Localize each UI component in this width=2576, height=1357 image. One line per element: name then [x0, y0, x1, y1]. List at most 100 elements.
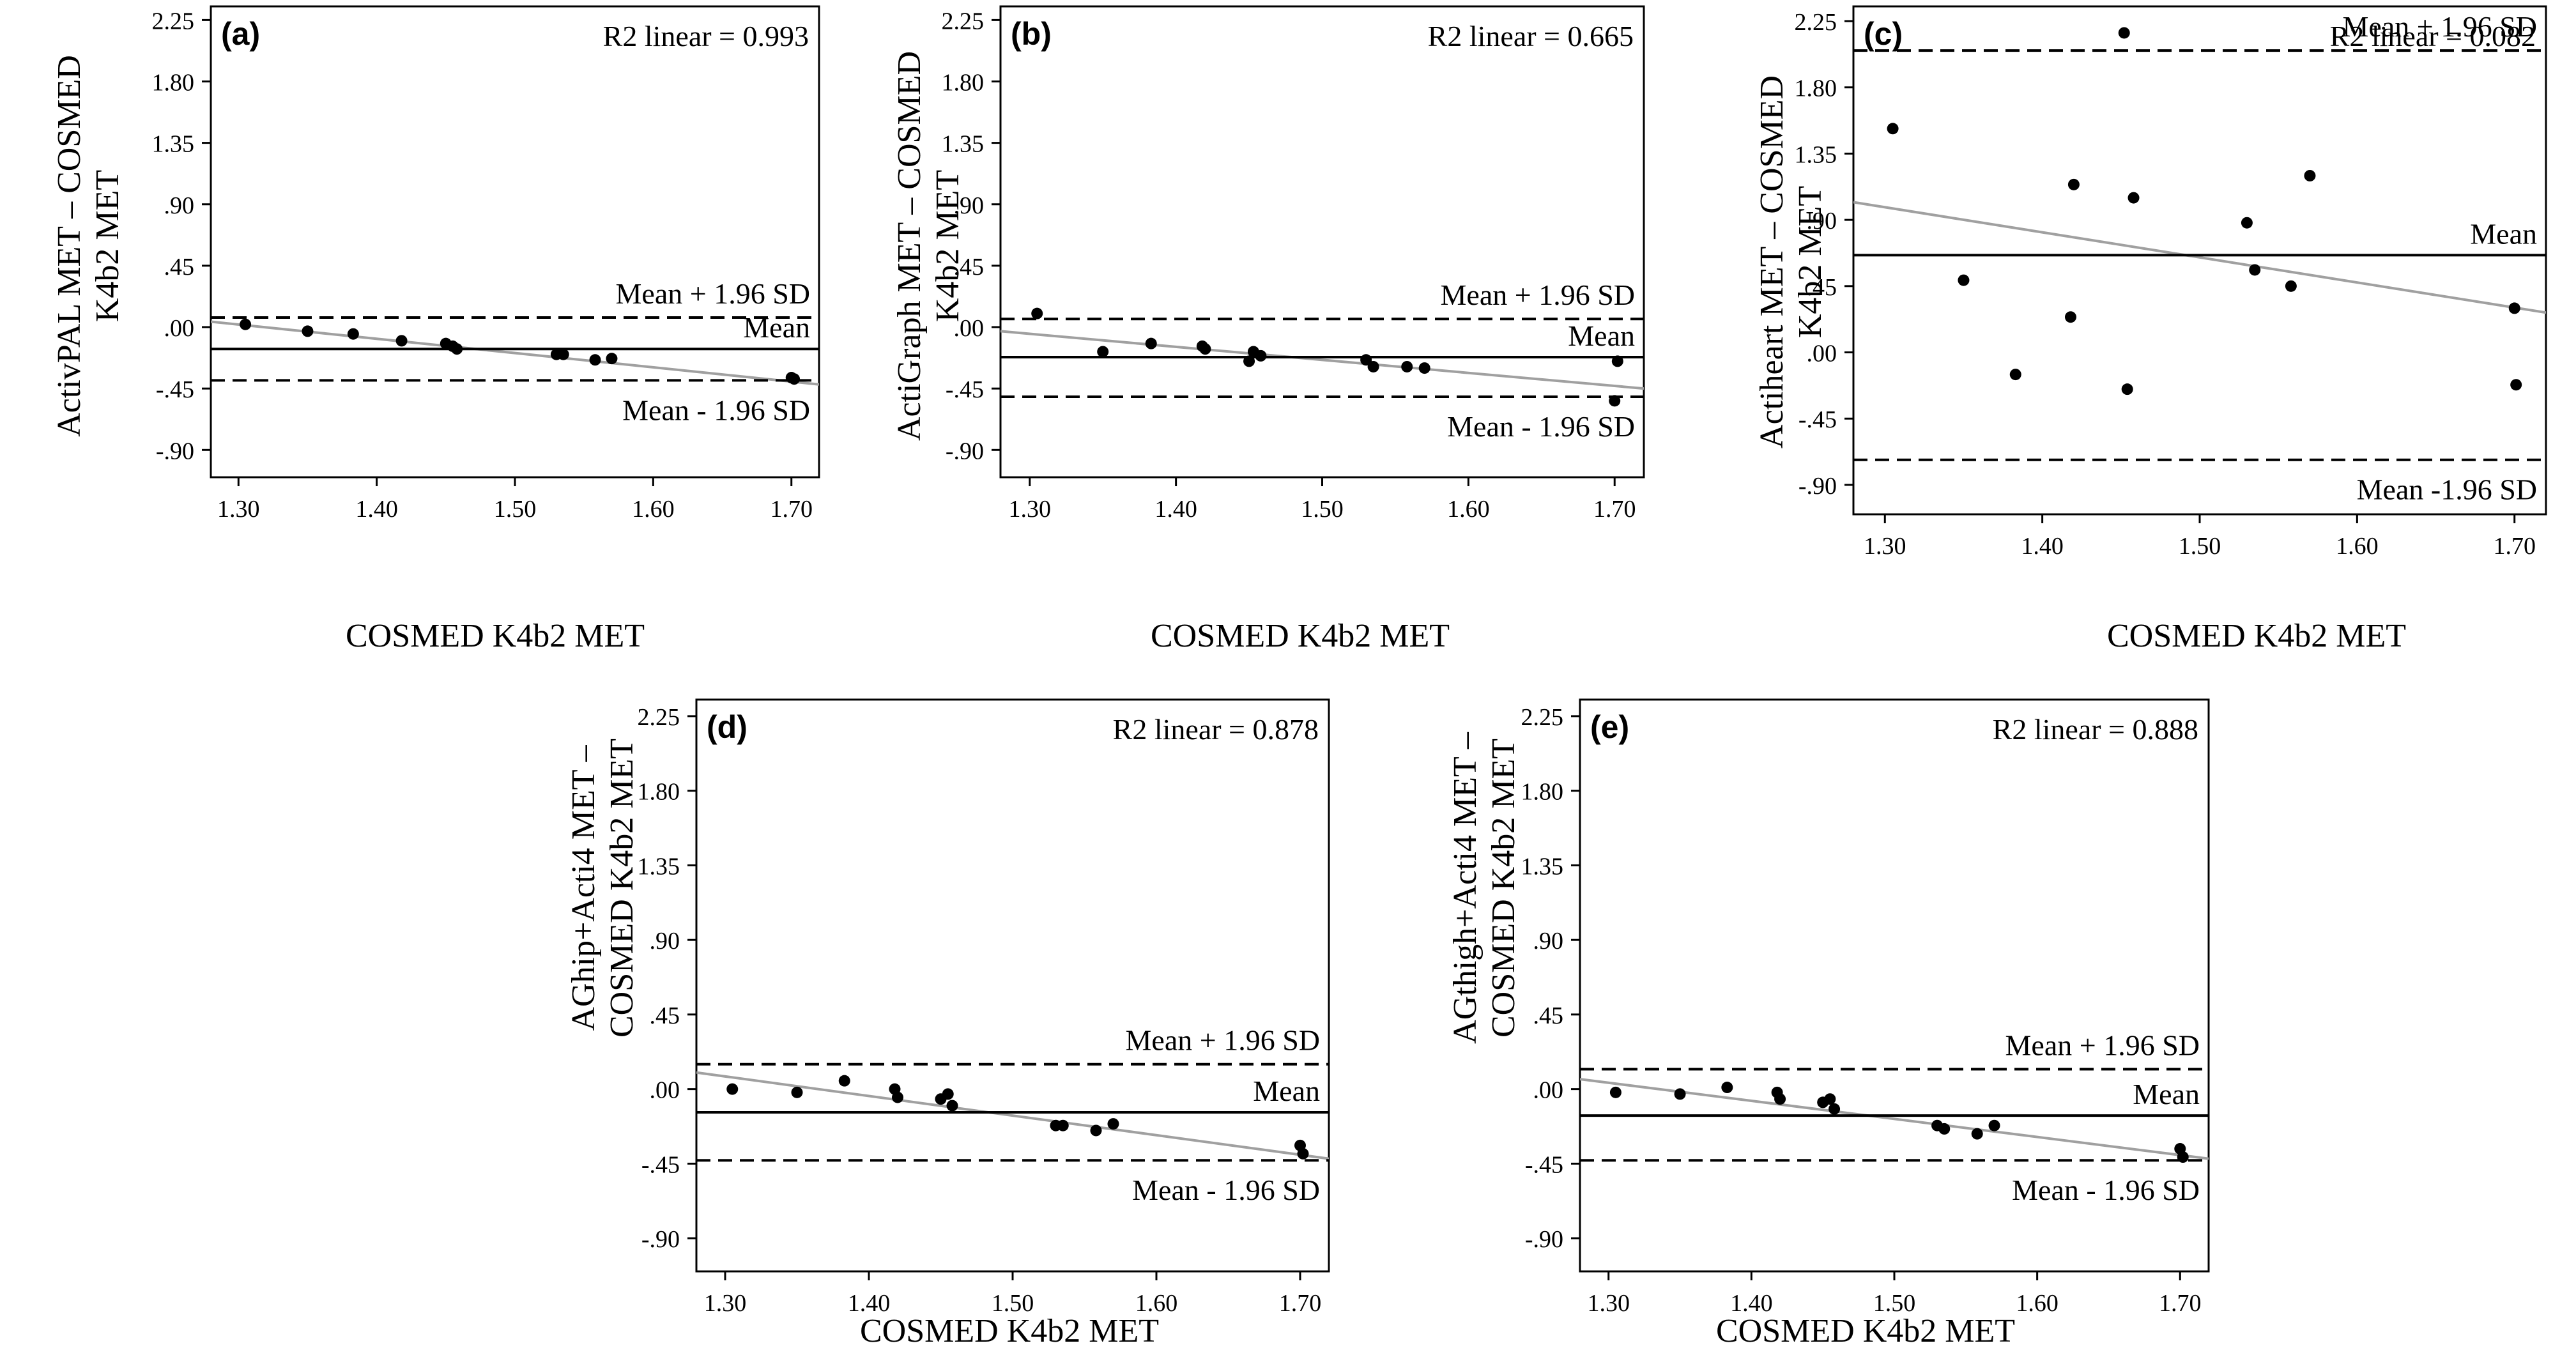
panel-b-y-tick-label: 2.25	[942, 8, 985, 34]
panel-c-x-tick-label: 1.40	[2021, 533, 2064, 560]
panel-b: 2.25 1.80 1.35 .90 .45 .00 -.45 -.90 1.30 1.40 1.5…	[891, 5, 1645, 654]
panel-b-point	[1145, 337, 1157, 349]
panel-e-x-tick-label: 1.50	[1873, 1290, 1916, 1317]
panel-b-x-tick-label: 1.30	[1009, 496, 1052, 523]
panel-c-point	[2009, 369, 2021, 381]
panel-b-y-tick-label: 1.80	[942, 69, 985, 96]
panel-d-point	[1057, 1119, 1069, 1131]
panel-c-lower-loa-label: Mean -1.96 SD	[2357, 473, 2537, 506]
panel-b-point	[1609, 395, 1621, 407]
panel-c-y-axis-label: Actiheart MET – COSMEDK4b2 MET	[1754, 75, 1828, 448]
panel-e-point	[1828, 1103, 1841, 1115]
panel-d-x-axis-label: COSMED K4b2 MET	[860, 1313, 1159, 1349]
panel-c-point	[2510, 379, 2522, 391]
panel-c-point	[2128, 192, 2140, 204]
panel-e-y-tick-label: 1.35	[1521, 853, 1564, 880]
panel-e-x-tick-label: 1.30	[1587, 1290, 1630, 1317]
panel-d-point	[726, 1083, 739, 1095]
panel-b-point	[1199, 343, 1211, 355]
panel-e-y-tick-label: -.45	[1525, 1151, 1563, 1178]
panel-b-point	[1611, 355, 1623, 367]
panel-c-point	[2249, 264, 2261, 276]
panel-b-point	[1243, 355, 1255, 367]
panel-e-point	[1988, 1119, 2000, 1131]
panel-c-point	[1958, 274, 1970, 286]
panel-b-point	[1255, 349, 1267, 362]
panel-d-point	[838, 1075, 850, 1087]
panel-d-fit-line	[696, 1071, 1329, 1160]
panel-b-lower-loa-label: Mean - 1.96 SD	[1447, 410, 1635, 443]
panel-a-point	[589, 354, 601, 366]
panel-c-y-tick-label: .00	[1807, 341, 1837, 367]
panel-e-x-axis-label: COSMED K4b2 MET	[1716, 1313, 2015, 1349]
panel-d-y-tick-label: 1.80	[638, 779, 680, 806]
panel-b-y-axis-label: ActiGraph MET – COSMEDK4b2 MET	[891, 51, 966, 441]
panel-d: 2.25 1.80 1.35 .90 .45 .00 -.45 -.90 1.30 1.40 1.5…	[565, 698, 1330, 1349]
panel-e-point	[1674, 1088, 1686, 1100]
panel-a-y-tick-label: .00	[164, 315, 195, 342]
panel-e-y-tick-label: -.90	[1525, 1226, 1563, 1253]
panel-e-point	[1774, 1093, 1786, 1105]
panel-e-mean-label: Mean	[2133, 1078, 2200, 1110]
panel-a-point	[395, 335, 408, 347]
panel-a-upper-loa-label: Mean + 1.96 SD	[616, 277, 810, 310]
panel-d-x-tick-label: 1.30	[704, 1290, 747, 1317]
panel-b-point	[1360, 354, 1372, 366]
panel-a-point	[302, 325, 314, 337]
panel-d-y-tick-label: -.90	[641, 1226, 680, 1253]
panel-e-point	[1971, 1128, 1983, 1140]
panel-b-fit-line	[1000, 330, 1644, 390]
panel-c-plot-frame	[1852, 5, 2547, 516]
panel-b-y-tick-label: -.45	[946, 376, 984, 403]
panel-c-point	[2064, 311, 2076, 323]
panel-d-x-tick-label: 1.40	[848, 1290, 891, 1317]
panel-b-x-tick-label: 1.50	[1301, 496, 1344, 523]
panel-a-y-tick-label: 2.25	[152, 8, 195, 34]
panel-a-mean-label: Mean	[743, 311, 810, 344]
panel-c: 2.25 1.80 1.35 .90 .45 .00 -.45 -.90 1.30 1.40 1.5…	[1754, 5, 2547, 654]
panel-b-x-axis-label: COSMED K4b2 MET	[1151, 618, 1450, 654]
panel-c-x-tick-label: 1.30	[1864, 533, 1906, 560]
panel-c-point	[2508, 302, 2520, 314]
panel-a-x-tick-label: 1.30	[217, 496, 260, 523]
panel-d-point	[791, 1086, 803, 1098]
panel-c-x-tick-label: 1.50	[2179, 533, 2221, 560]
panel-a-y-axis-label: ActivPAL MET – COSMEDK4b2 MET	[51, 55, 126, 437]
panel-d-point	[892, 1091, 903, 1103]
panel-e-lower-loa-label: Mean - 1.96 SD	[2012, 1174, 2200, 1206]
panel-e-y-tick-label: .00	[1533, 1077, 1564, 1104]
panel-b-mean-label: Mean	[1568, 319, 1635, 352]
panel-c-x-tick-label: 1.60	[2336, 533, 2379, 560]
panel-e-y-axis-label: AGthigh+Acti4 MET –COSMED K4b2 MET	[1447, 732, 1522, 1044]
panel-b-upper-loa-label: Mean + 1.96 SD	[1441, 279, 1635, 311]
panel-c-point	[2304, 170, 2316, 181]
panel-d-mean-label: Mean	[1253, 1075, 1320, 1107]
panel-c-y-tick-label: 2.25	[1795, 9, 1837, 36]
panel-a-point	[557, 348, 569, 360]
panel-a-x-tick-label: 1.70	[770, 496, 813, 523]
panel-a-point	[240, 318, 252, 330]
panel-a-point	[606, 353, 618, 365]
panel-b-y-tick-label: .90	[954, 192, 985, 219]
panel-d-point	[1297, 1147, 1309, 1160]
panel-e-fit-line	[1580, 1078, 2209, 1160]
panel-d-point	[942, 1088, 954, 1100]
panel-d-y-tick-label: -.45	[641, 1151, 680, 1178]
panel-b-point	[1418, 362, 1430, 374]
panel-a-lower-loa-label: Mean - 1.96 SD	[622, 394, 810, 426]
panel-a-letter: (a)	[221, 16, 260, 52]
panel-d-upper-loa-label: Mean + 1.96 SD	[1126, 1024, 1320, 1057]
panel-d-y-tick-label: 2.25	[638, 704, 680, 731]
panel-a-x-tick-label: 1.50	[494, 496, 537, 523]
panel-e-y-tick-label: .45	[1533, 1002, 1564, 1029]
panel-e-point	[2177, 1151, 2189, 1163]
panel-e-point	[1938, 1123, 1951, 1135]
panel-b-y-tick-label: 1.35	[942, 131, 985, 158]
panel-e-point	[1824, 1093, 1836, 1105]
panel-a: 2.25 1.80 1.35 .90 .45 .00 -.45 -.90 1.30 1.40 1.5…	[51, 5, 820, 654]
panel-b-point	[1031, 307, 1043, 319]
panel-d-point	[1090, 1124, 1102, 1137]
panel-c-point	[2241, 217, 2253, 229]
panel-c-letter: (c)	[1864, 16, 1903, 52]
